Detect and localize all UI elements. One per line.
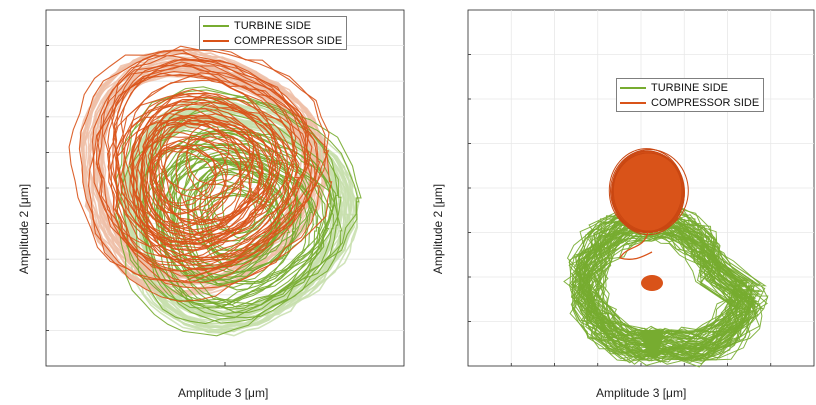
right-legend-label-turbine: TURBINE SIDE [651,81,729,94]
left-x-axis-label: Amplitude 3 [μm] [178,386,269,400]
right-y-axis-label: Amplitude 2 [μm] [431,183,445,275]
left-legend-label-compressor: COMPRESSOR SIDE [234,34,343,47]
right-series-turbine [563,201,769,368]
left-orbit-line [158,120,275,237]
left-series-group [68,45,362,337]
right-x-axis-label: Amplitude 3 [μm] [596,386,687,400]
left-orbit-line [112,64,297,245]
right-orbit-line-turbine [580,225,743,360]
left-orbit-line [130,92,299,258]
left-orbit-line [78,55,313,284]
left-orbit-line [150,150,217,214]
right-compressor-orbit-line [612,150,684,232]
left-legend: TURBINE SIDE COMPRESSOR SIDE [199,16,348,50]
right-orbit-line-turbine [579,227,755,361]
left-orbit-line [185,121,251,186]
right-compressor-tail [619,231,653,260]
right-compressor-lower-orbit [641,275,663,291]
left-orbit-line [120,96,291,262]
left-orbit-line [154,145,218,207]
left-orbit-line [129,108,273,249]
left-orbit-line [120,58,309,247]
left-legend-swatch-turbine [203,24,229,27]
left-chart-plot [45,9,405,367]
left-orbit-line [140,108,336,302]
right-orbit-line-turbine [582,204,751,343]
left-axis-ticks [46,45,226,366]
left-orbit-line [156,158,281,278]
right-compressor-orbit-core [611,151,685,233]
right-legend-item-turbine: TURBINE SIDE [620,80,759,95]
right-orbit-line-turbine [578,208,747,344]
right-series-compressor [608,148,689,291]
left-y-axis-label: Amplitude 2 [μm] [17,183,31,275]
left-orbit-line [145,144,227,225]
left-chart-panel: Amplitude 2 [μm] Amplitude 3 [μm] TURBIN… [17,9,405,400]
right-orbit-line-turbine [568,206,745,341]
left-orbit-line [128,119,243,230]
left-orbit-line [175,136,263,221]
left-orbit-line [186,163,315,291]
right-series-group [563,148,769,368]
left-orbit-line [110,112,261,264]
left-orbit-line [207,187,281,261]
left-legend-label-turbine: TURBINE SIDE [234,19,312,32]
right-chart-plot [467,9,815,368]
left-orbit-line [111,45,330,259]
right-orbit-line-turbine [570,218,739,355]
left-orbit-line [68,50,307,283]
right-legend-item-compressor: COMPRESSOR SIDE [620,95,759,110]
left-orbit-line [123,79,318,271]
left-orbit-line [185,132,254,199]
left-orbit-line [155,117,230,191]
right-orbit-line-turbine [566,204,740,341]
right-orbit-line-turbine [589,232,760,359]
right-legend: TURBINE SIDE COMPRESSOR SIDE [616,78,765,112]
right-orbit-line-turbine [580,221,747,360]
left-orbit-halo-line [82,51,330,294]
left-orbit-line [161,144,242,225]
right-legend-swatch-turbine [620,86,646,89]
left-orbit-line [136,98,282,241]
right-legend-swatch-compressor [620,101,646,104]
left-orbit-line [143,131,229,216]
left-legend-item-compressor: COMPRESSOR SIDE [203,33,342,48]
right-orbit-line-turbine [583,211,753,347]
left-orbit-line [152,140,217,204]
right-legend-label-compressor: COMPRESSOR SIDE [651,96,760,109]
left-legend-item-turbine: TURBINE SIDE [203,18,342,33]
left-orbit-line [112,59,310,252]
right-chart-panel: Amplitude 2 [μm] Amplitude 3 [μm] TURBIN… [412,0,816,405]
left-series-compressor [68,45,333,302]
left-orbit-line [131,98,300,261]
left-legend-swatch-compressor [203,39,229,42]
right-orbit-line-turbine [575,233,743,363]
right-turbine-stem [640,330,664,357]
right-axis-ticks [468,54,772,366]
left-orbit-line [151,94,284,226]
